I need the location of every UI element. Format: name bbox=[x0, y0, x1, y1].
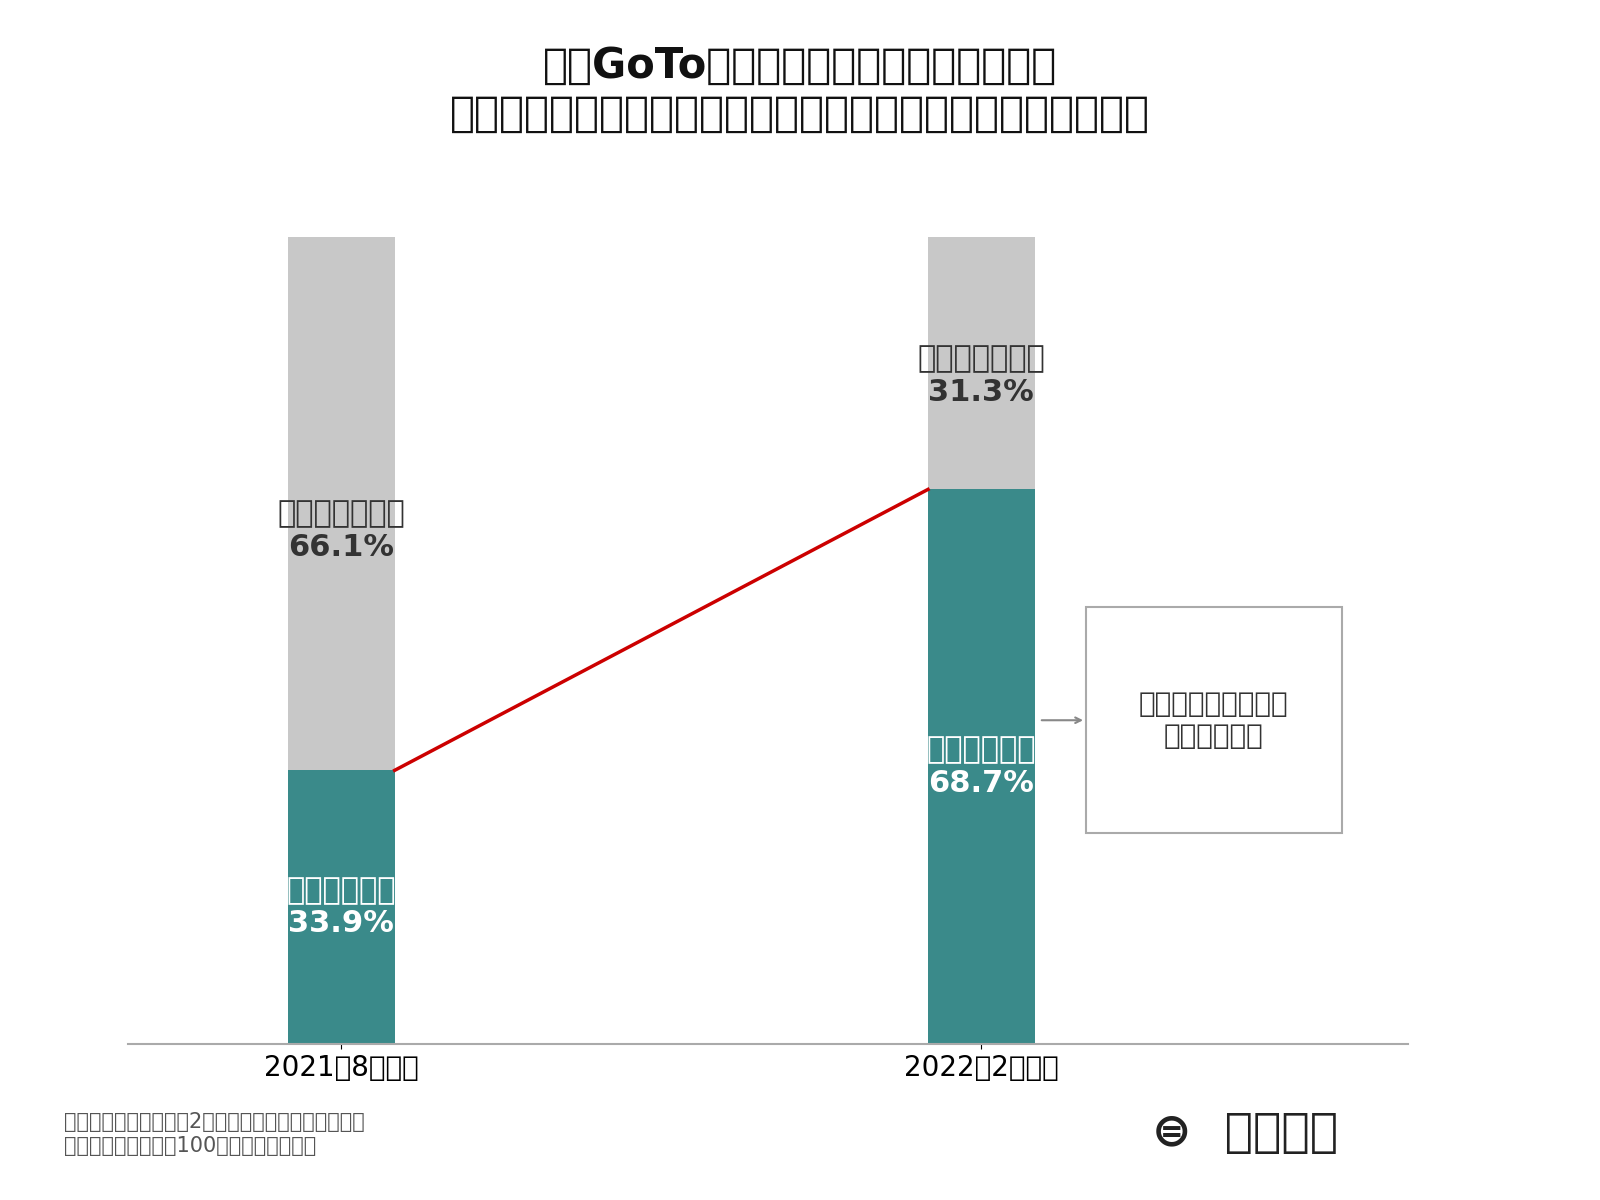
Text: 観光が再び盛り上がった時に備えて、準備はできていますか？: 観光が再び盛り上がった時に備えて、準備はできていますか？ bbox=[450, 92, 1150, 134]
Text: 準備していない
31.3%: 準備していない 31.3% bbox=[917, 344, 1045, 407]
Bar bbox=[928, 236, 1035, 490]
Bar bbox=[288, 770, 395, 1044]
Text: 準備している
68.7%: 準備している 68.7% bbox=[926, 736, 1037, 798]
Bar bbox=[288, 236, 395, 770]
Text: 準備していない
66.1%: 準備していない 66.1% bbox=[277, 499, 405, 562]
Text: 今後GoToの再開や入国制限の解除など、: 今後GoToの再開や入国制限の解除など、 bbox=[542, 44, 1058, 86]
FancyBboxPatch shape bbox=[1086, 607, 1342, 833]
Text: 構成比は小数点以下第2位を四捨五入しているため、
合計しても必ずしも100とはなりません。: 構成比は小数点以下第2位を四捨五入しているため、 合計しても必ずしも100とはな… bbox=[64, 1112, 365, 1156]
Bar bbox=[928, 490, 1035, 1044]
Text: 「準備している」は
二倍以上増加: 「準備している」は 二倍以上増加 bbox=[1139, 690, 1288, 750]
Text: ⊜  訪日ラボ: ⊜ 訪日ラボ bbox=[1152, 1111, 1338, 1157]
Text: 準備している
33.9%: 準備している 33.9% bbox=[286, 876, 397, 938]
